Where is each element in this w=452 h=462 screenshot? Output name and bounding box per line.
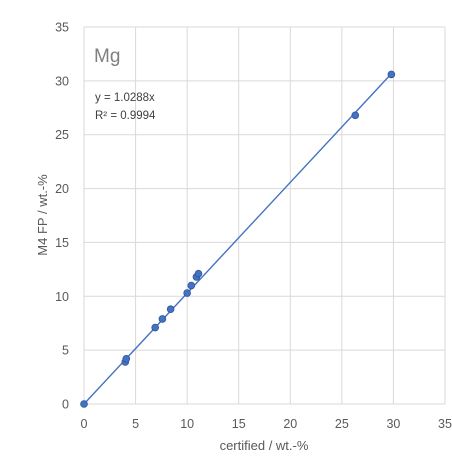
data-point — [194, 269, 203, 278]
data-point — [158, 315, 167, 323]
x-tick-label: 15 — [232, 417, 246, 431]
x-tick-label: 10 — [180, 417, 194, 431]
x-tick-label: 20 — [283, 417, 297, 431]
y-tick-label: 25 — [55, 128, 69, 142]
y-axis-label: M4 FP / wt.-% — [35, 174, 50, 256]
trendline-equation: y = 1.0288x — [95, 92, 155, 104]
data-point — [183, 289, 191, 297]
data-point — [187, 281, 196, 290]
x-tick-label: 25 — [335, 417, 349, 431]
y-tick-label: 10 — [55, 290, 69, 304]
y-tick-label: 5 — [62, 344, 69, 358]
data-point — [122, 354, 131, 363]
y-tick-label: 20 — [55, 182, 69, 196]
y-tick-label: 0 — [62, 398, 69, 412]
y-tick-label: 15 — [55, 236, 69, 250]
data-points — [80, 70, 396, 408]
x-tick-labels: 0 5 10 15 20 25 30 35 — [81, 417, 452, 431]
trendline-group — [83, 73, 392, 405]
r-squared: R² = 0.9994 — [95, 110, 156, 122]
x-tick-label: 30 — [386, 417, 400, 431]
data-point — [151, 323, 159, 332]
x-axis-label: certified / wt.-% — [220, 438, 309, 453]
data-point — [387, 70, 396, 79]
y-tick-label: 35 — [55, 21, 69, 35]
x-tick-label: 35 — [438, 417, 452, 431]
chart-title: Mg — [94, 46, 120, 67]
x-tick-label: 5 — [132, 417, 139, 431]
gridlines — [83, 26, 446, 405]
x-tick-label: 0 — [81, 417, 88, 431]
trendline — [83, 73, 392, 405]
data-point — [80, 400, 88, 408]
data-point — [351, 111, 360, 120]
data-point — [166, 305, 175, 314]
y-tick-label: 30 — [55, 74, 69, 88]
y-tick-labels: 0 5 10 15 20 25 30 35 — [55, 21, 69, 412]
plot-area — [84, 27, 445, 404]
